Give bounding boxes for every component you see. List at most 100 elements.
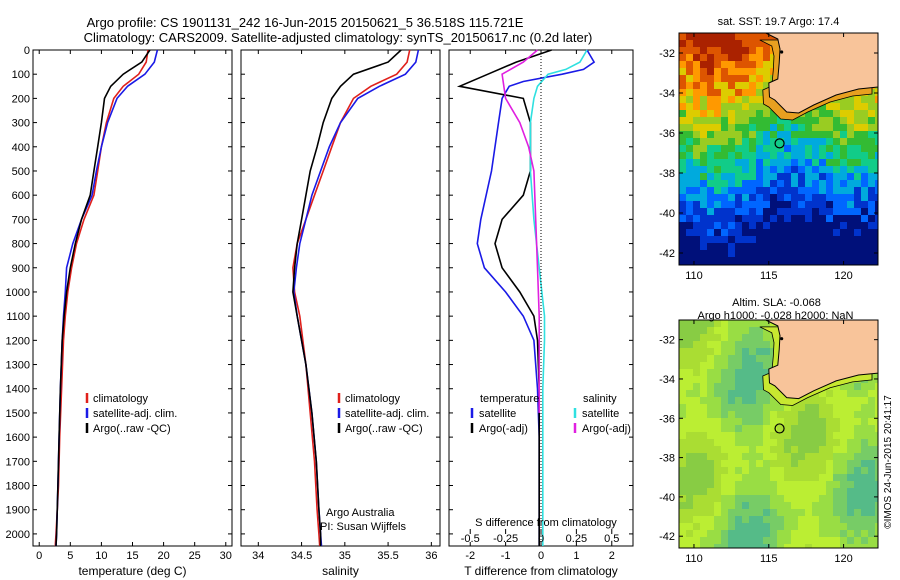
map-cell [840, 488, 847, 495]
map-cell [826, 145, 833, 152]
map-cell [833, 425, 840, 432]
map-cell [742, 334, 749, 341]
map-cell [819, 173, 826, 180]
s-tick-label: 0 [538, 533, 544, 545]
map-cell [728, 173, 735, 180]
map-cell [693, 54, 700, 61]
map-cell [840, 166, 847, 173]
map-cell [686, 439, 693, 446]
map-cell [728, 348, 735, 355]
map-cell [728, 145, 735, 152]
map-cell [812, 131, 819, 138]
map-cell [693, 362, 700, 369]
map-cell [777, 222, 784, 229]
map-cell [686, 397, 693, 404]
map-cell [700, 516, 707, 523]
map-cell [763, 453, 770, 460]
map-cell [826, 404, 833, 411]
map-cell [756, 404, 763, 411]
map-cell [840, 215, 847, 222]
map-cell [868, 243, 875, 250]
map-cell [749, 187, 756, 194]
map-cell [693, 488, 700, 495]
map-cell [861, 390, 868, 397]
map-cell [805, 418, 812, 425]
map-cell [693, 47, 700, 54]
map-cell [707, 453, 714, 460]
map-cell [756, 194, 763, 201]
map-cell [791, 173, 798, 180]
map-cell [735, 117, 742, 124]
map-cell [735, 201, 742, 208]
map-cell [798, 243, 805, 250]
map-cell [756, 236, 763, 243]
map-cell [777, 467, 784, 474]
map-cell [686, 418, 693, 425]
map-cell [721, 173, 728, 180]
map-cell [693, 530, 700, 537]
map-cell [707, 47, 714, 54]
map-cell [819, 103, 826, 110]
map-cell [714, 229, 721, 236]
map-cell [798, 250, 805, 257]
map-cell [721, 467, 728, 474]
map-cell [686, 138, 693, 145]
map-cell [854, 96, 861, 103]
map-cell [770, 131, 777, 138]
map-cell [805, 411, 812, 418]
map-cell [756, 180, 763, 187]
map-cell [854, 103, 861, 110]
map-cell [847, 509, 854, 516]
map-cell [693, 320, 700, 327]
map-cell [763, 502, 770, 509]
map-cell [812, 250, 819, 257]
map-cell [700, 47, 707, 54]
map-cell [756, 334, 763, 341]
map-cell [735, 215, 742, 222]
map-cell [728, 187, 735, 194]
map-cell [854, 446, 861, 453]
map-cell [728, 530, 735, 537]
map-cell [868, 117, 875, 124]
map-cell [777, 453, 784, 460]
map-cell [749, 208, 756, 215]
map-cell [819, 439, 826, 446]
map-cell [686, 75, 693, 82]
map-cell [742, 397, 749, 404]
map-cell [728, 341, 735, 348]
map-cell [700, 173, 707, 180]
x-tick-label: -1 [501, 550, 511, 562]
map-cell [749, 460, 756, 467]
map-cell [686, 369, 693, 376]
map-cell [700, 33, 707, 40]
map-cell [875, 453, 878, 460]
map-cell [770, 250, 777, 257]
map-cell [749, 54, 756, 61]
map-cell [707, 530, 714, 537]
map-cell [875, 208, 878, 215]
map-cell [777, 215, 784, 222]
map-cell [861, 397, 868, 404]
map-cell [721, 61, 728, 68]
map-cell [721, 131, 728, 138]
map-cell [784, 460, 791, 467]
header-line-2: Climatology: CARS2009. Satellite-adjuste… [84, 30, 593, 45]
legend-label: satellite-adj. clim. [345, 408, 429, 420]
map-cell [826, 236, 833, 243]
map-cell [868, 418, 875, 425]
map-cell [861, 488, 868, 495]
map-cell [819, 488, 826, 495]
series-line-2 [55, 49, 151, 547]
map-cell [721, 481, 728, 488]
map-cell [770, 453, 777, 460]
map-cell [721, 439, 728, 446]
map-cell [798, 537, 805, 544]
map-cell [805, 544, 812, 548]
map-cell [679, 145, 686, 152]
map-cell [721, 404, 728, 411]
map-cell [700, 537, 707, 544]
map-cell [693, 411, 700, 418]
map-cell [693, 194, 700, 201]
map-cell [833, 516, 840, 523]
map-cell [833, 453, 840, 460]
